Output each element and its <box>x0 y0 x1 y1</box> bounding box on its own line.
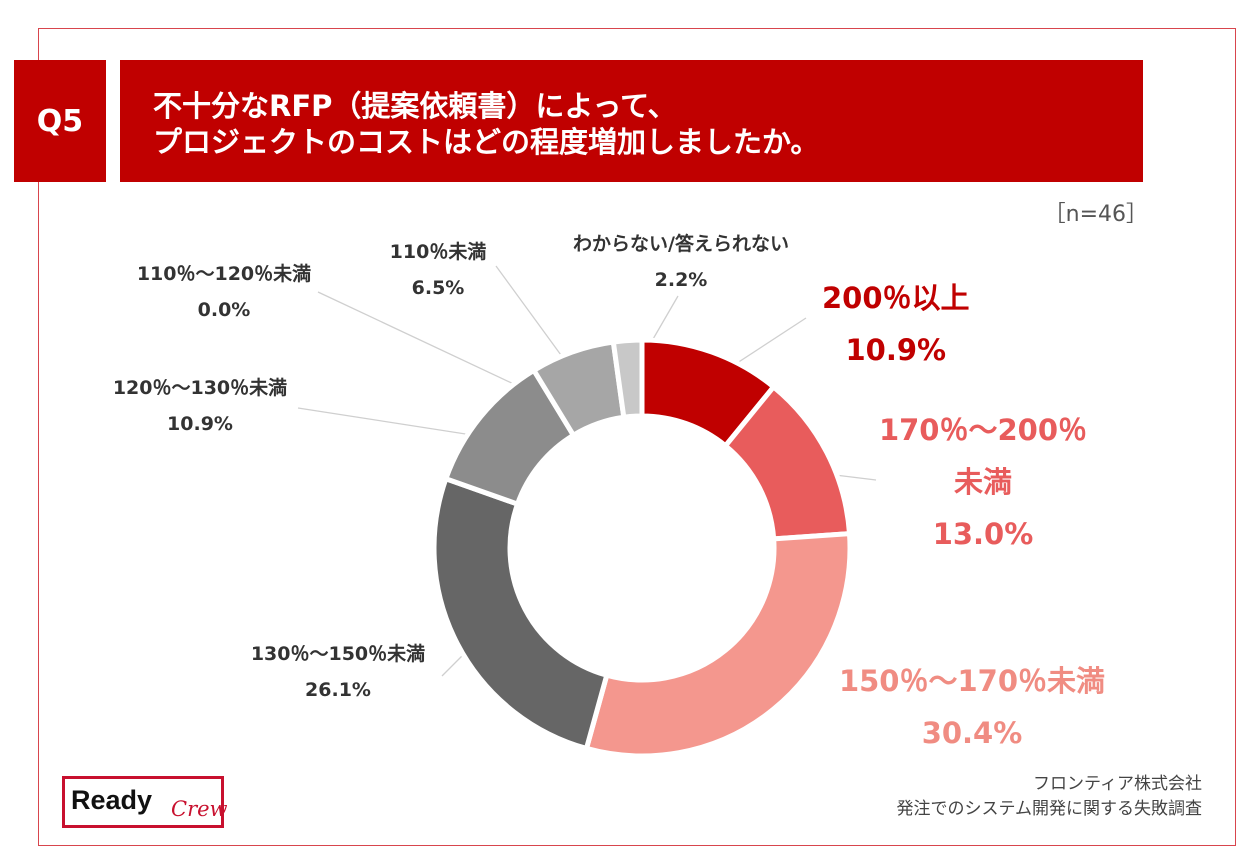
slice-label-120-130-name: 120％〜130％未満 <box>112 377 288 399</box>
slice-150-170 <box>583 530 853 759</box>
slice-label-110-120-name: 110％〜120％未満 <box>136 263 312 285</box>
question-title-line-2: プロジェクトのコストはどの程度増加しましたか。 <box>153 125 820 159</box>
slice-label-120-130: 120％〜130％未満 10.9% <box>100 370 300 442</box>
slice-label-under-110: 110％未満 6.5% <box>378 234 498 306</box>
slice-label-200-plus: 200％以上 10.9% <box>822 272 970 376</box>
slice-label-130-150: 130％〜150％未満 26.1% <box>238 636 438 708</box>
source-survey: 発注でのシステム開発に関する失敗調査 <box>896 799 1203 819</box>
slice-label-110-120-value: 0.0% <box>197 299 251 321</box>
question-title-banner: 不十分なRFP（提案依頼書）によって、 プロジェクトのコストはどの程度増加しまし… <box>120 60 1143 182</box>
source-credit: フロンティア株式会社 発注でのシステム開発に関する失敗調査 <box>897 772 1203 822</box>
slice-label-110-120: 110％〜120％未満 0.0% <box>124 256 324 328</box>
slice-unknown <box>610 337 645 421</box>
logo-crew-text: Crew <box>171 797 228 821</box>
slice-label-unknown-value: 2.2% <box>654 269 708 291</box>
slice-label-120-130-value: 10.9% <box>167 413 233 435</box>
ready-crew-logo: Ready Crew <box>62 776 228 828</box>
slice-label-200-plus-name: 200％以上 <box>822 281 970 315</box>
logo-ready-text: Ready <box>71 785 153 815</box>
slice-label-170-200: 170％〜200％ 未満 13.0% <box>868 404 1098 560</box>
slice-label-130-150-name: 130％〜150％未満 <box>250 643 426 665</box>
slice-label-130-150-value: 26.1% <box>305 679 371 701</box>
question-number: Q5 <box>36 103 84 139</box>
slide-frame <box>38 28 1236 846</box>
slice-label-under-110-name: 110％未満 <box>389 241 487 263</box>
slice-label-150-170: 150％〜170％未満 30.4% <box>832 655 1112 759</box>
question-title-line-1: 不十分なRFP（提案依頼書）によって、 <box>153 89 677 123</box>
sample-size: ［n=46］ <box>1043 202 1148 227</box>
slice-label-200-plus-value: 10.9% <box>845 333 947 367</box>
slice-label-under-110-value: 6.5% <box>411 277 465 299</box>
question-badge: Q5 <box>14 60 106 182</box>
slice-label-170-200-value: 13.0% <box>932 517 1034 551</box>
slice-label-170-200-name-1: 170％〜200％ <box>878 413 1088 447</box>
slice-label-unknown-name: わからない/答えられない <box>573 233 789 255</box>
slice-label-unknown: わからない/答えられない 2.2% <box>546 226 816 298</box>
slice-label-170-200-name-2: 未満 <box>953 465 1012 499</box>
slice-label-150-170-name: 150％〜170％未満 <box>838 664 1106 698</box>
slice-130-150 <box>431 475 610 752</box>
slice-label-150-170-value: 30.4% <box>921 716 1023 750</box>
donut-slices <box>431 337 853 759</box>
source-company: フロンティア株式会社 <box>1033 774 1202 794</box>
